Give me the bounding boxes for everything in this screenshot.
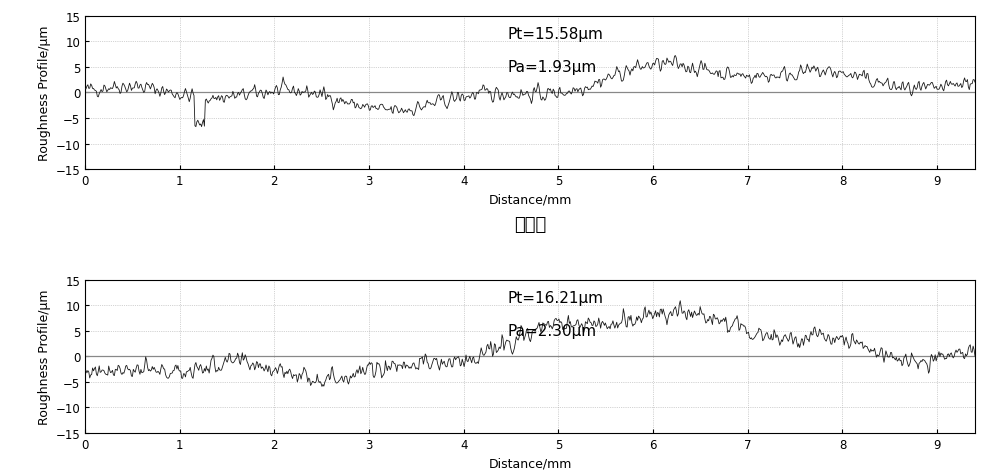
Text: 慢辊侧: 慢辊侧 (514, 216, 546, 234)
Text: Pa=1.93μm: Pa=1.93μm (508, 60, 597, 75)
X-axis label: Distance/mm: Distance/mm (488, 193, 572, 206)
Y-axis label: Roughness Profile/μm: Roughness Profile/μm (38, 26, 51, 161)
Text: Pa=2.30μm: Pa=2.30μm (508, 323, 597, 338)
Y-axis label: Roughness Profile/μm: Roughness Profile/μm (38, 289, 51, 424)
Text: Pt=16.21μm: Pt=16.21μm (508, 291, 604, 306)
X-axis label: Distance/mm: Distance/mm (488, 456, 572, 469)
Text: Pt=15.58μm: Pt=15.58μm (508, 28, 604, 42)
